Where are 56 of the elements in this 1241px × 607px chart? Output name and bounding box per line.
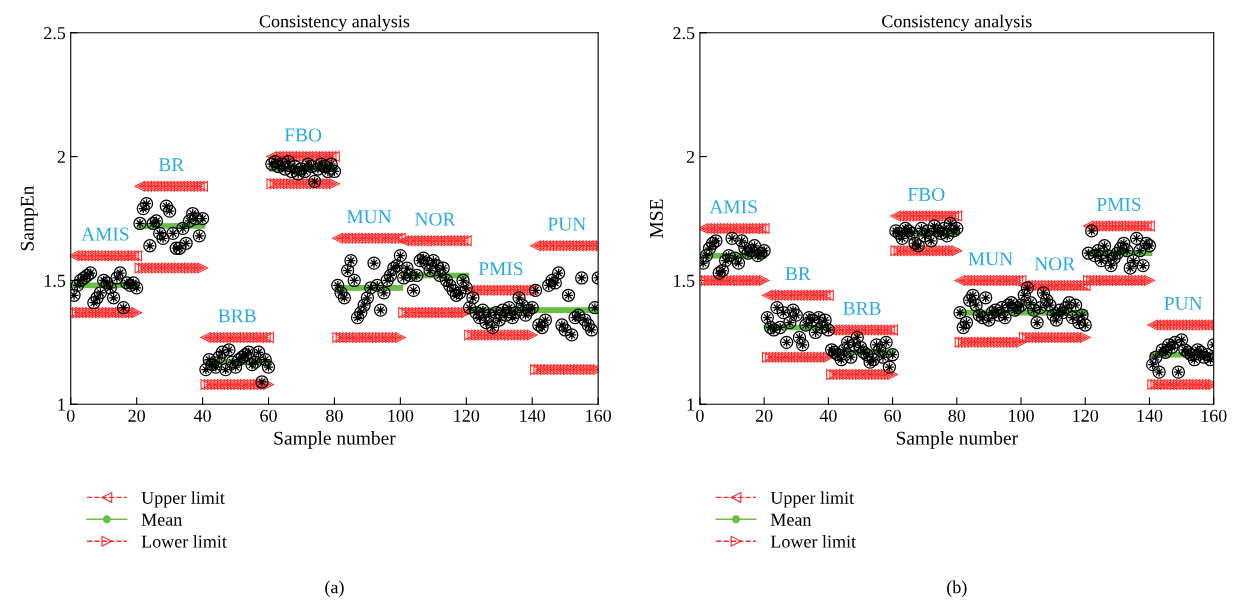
annotation: PUN: [547, 217, 586, 231]
annotation: FBO: [907, 187, 945, 201]
annotation: NOR: [1034, 257, 1076, 271]
annotation: AMIS: [709, 200, 757, 214]
annotation: BR: [158, 158, 185, 172]
x-tick-label: 100: [388, 409, 414, 422]
x-tick-label: 140: [520, 409, 546, 422]
x-tick-label: 60: [260, 409, 277, 422]
x-axis-title: Sample number: [274, 431, 396, 449]
annotation: FBO: [284, 128, 322, 142]
chart-title: Consistency analysis: [259, 14, 410, 32]
x-tick-label: 60: [884, 409, 901, 422]
x-tick-label: 160: [1201, 409, 1227, 422]
y-tick-label: 2: [57, 150, 65, 163]
y-tick-label: 1.5: [674, 274, 695, 287]
annotation: BRB: [218, 309, 256, 323]
x-tick-label: 140: [1137, 409, 1163, 422]
annotation: MUN: [968, 252, 1013, 266]
x-tick-label: 80: [948, 409, 966, 422]
annotation: BRB: [843, 301, 881, 315]
y-tick-label: 1: [58, 398, 65, 411]
legend-label: Mean: [141, 513, 182, 526]
y-tick-label: 1: [687, 398, 694, 411]
x-tick-label: 120: [1073, 409, 1099, 422]
annotation: AMIS: [81, 227, 129, 241]
annotation: NOR: [415, 212, 456, 226]
legend-label: Lower limit: [770, 535, 856, 548]
chart-title: Consistency analysis: [882, 14, 1032, 32]
annotation: BR: [785, 267, 811, 281]
annotation: PUN: [1164, 297, 1203, 310]
x-tick-label: 100: [1009, 409, 1034, 422]
x-tick-label: 20: [755, 409, 773, 422]
y-tick-label: 2.5: [44, 27, 66, 40]
text: (a): [325, 580, 344, 597]
x-tick-label: 160: [586, 409, 612, 422]
y-tick-label: 2: [686, 150, 695, 163]
y-tick-label: 2.5: [673, 27, 695, 40]
x-tick-label: 0: [696, 409, 704, 422]
annotation: MUN: [346, 210, 392, 224]
x-tick-label: 0: [66, 409, 75, 422]
legend-label: Upper limit: [770, 491, 854, 508]
x-tick-label: 20: [128, 409, 145, 422]
y-axis-title: SampEn: [20, 185, 38, 251]
x-axis-title: Sample number: [896, 431, 1018, 449]
annotation: PMIS: [478, 262, 523, 276]
x-tick-label: 40: [819, 409, 837, 422]
x-tick-label: 40: [193, 409, 211, 422]
x-tick-label: 80: [326, 409, 343, 422]
y-tick-label: 1.5: [44, 274, 66, 287]
legend-label: Lower limit: [141, 535, 227, 548]
text: (b): [947, 580, 967, 597]
x-tick-label: 120: [454, 409, 480, 422]
annotation: PMIS: [1096, 197, 1141, 211]
legend-label: Upper limit: [141, 491, 225, 508]
legend-label: Mean: [770, 513, 812, 526]
y-axis-title: MSE: [649, 199, 663, 238]
